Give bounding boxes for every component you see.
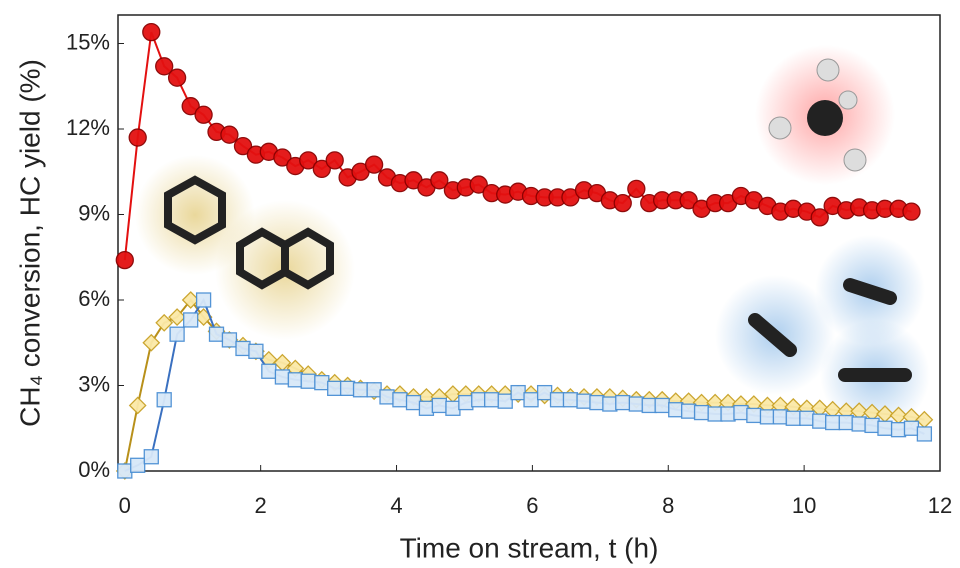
data-point (170, 327, 184, 341)
y-tick-label: 9% (78, 200, 110, 225)
data-point (903, 203, 920, 220)
data-point (144, 450, 158, 464)
y-tick-label: 3% (78, 371, 110, 396)
data-point (485, 393, 499, 407)
data-point (393, 393, 407, 407)
data-point (301, 374, 315, 388)
data-point (262, 364, 276, 378)
data-point (459, 396, 473, 410)
data-point (326, 152, 343, 169)
data-point (524, 393, 538, 407)
data-point (131, 458, 145, 472)
data-point (616, 396, 630, 410)
x-tick-label: 4 (390, 493, 402, 518)
data-point (367, 383, 381, 397)
data-point (222, 333, 236, 347)
data-point (538, 386, 552, 400)
y-tick-label: 12% (66, 115, 110, 140)
data-point (614, 195, 631, 212)
data-point (249, 344, 263, 358)
data-point (511, 386, 525, 400)
data-point (839, 416, 853, 430)
data-point (498, 394, 512, 408)
y-tick-label: 15% (66, 29, 110, 54)
y-tick-label: 6% (78, 286, 110, 311)
data-point (629, 397, 643, 411)
data-point (169, 69, 186, 86)
data-point (221, 126, 238, 143)
data-point (184, 313, 198, 327)
data-point (143, 24, 160, 41)
data-point (760, 410, 774, 424)
data-point (747, 408, 761, 422)
data-point (721, 407, 735, 421)
data-point (865, 418, 879, 432)
data-point (118, 464, 132, 478)
x-tick-label: 10 (792, 493, 816, 518)
x-tick-label: 6 (526, 493, 538, 518)
x-tick-label: 12 (928, 493, 952, 518)
y-axis-title: CH₄ conversion, HC yield (%) (14, 59, 45, 427)
data-point (130, 397, 146, 413)
data-point (157, 393, 171, 407)
x-tick-label: 2 (255, 493, 267, 518)
data-point (328, 381, 342, 395)
data-point (419, 401, 433, 415)
data-point (813, 414, 827, 428)
data-point (195, 106, 212, 123)
data-point (236, 341, 250, 355)
data-point (446, 401, 460, 415)
data-point (275, 370, 289, 384)
data-point (642, 398, 656, 412)
data-point (341, 381, 355, 395)
data-point (577, 394, 591, 408)
data-point (773, 410, 787, 424)
data-point (197, 293, 211, 307)
data-point (917, 427, 931, 441)
molecule-decorations (135, 45, 930, 430)
data-point (603, 397, 617, 411)
data-point (628, 180, 645, 197)
data-point (354, 383, 368, 397)
data-point (695, 406, 709, 420)
data-point (551, 393, 565, 407)
data-point (432, 398, 446, 412)
data-point (116, 252, 133, 269)
data-point (852, 417, 866, 431)
data-point (563, 393, 577, 407)
y-tick-label: 0% (78, 457, 110, 482)
data-point (590, 396, 604, 410)
data-point (143, 335, 159, 351)
data-point (682, 404, 696, 418)
x-axis-title: Time on stream, t (h) (400, 532, 659, 563)
data-point (472, 393, 486, 407)
data-point (210, 327, 224, 341)
data-point (129, 129, 146, 146)
data-point (288, 373, 302, 387)
data-point (904, 421, 918, 435)
data-point (786, 411, 800, 425)
data-point (800, 411, 814, 425)
data-point (366, 156, 383, 173)
data-point (669, 403, 683, 417)
data-point (708, 407, 722, 421)
data-point (380, 390, 394, 404)
data-point (892, 423, 906, 437)
data-point (734, 406, 748, 420)
x-tick-label: 0 (119, 493, 131, 518)
data-point (826, 416, 840, 430)
data-point (407, 396, 421, 410)
data-point (878, 421, 892, 435)
data-point (315, 376, 329, 390)
chart: Time on stream, t (h) CH₄ conversion, HC… (0, 0, 960, 568)
x-tick-label: 8 (662, 493, 674, 518)
data-point (655, 398, 669, 412)
